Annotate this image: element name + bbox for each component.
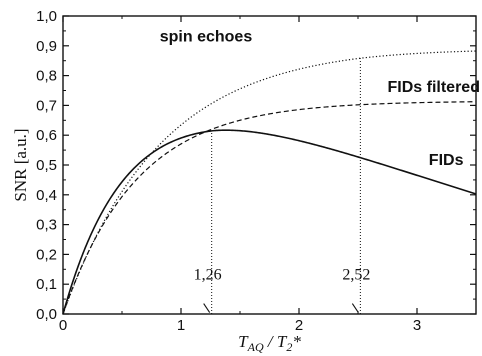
series-label-echo: spin echoes	[160, 28, 253, 45]
annotation-label: 1,26	[194, 267, 222, 284]
y-tick-label: 1,0	[36, 8, 57, 25]
y-tick-label: 0,4	[36, 187, 57, 204]
y-tick-label: 0,1	[36, 276, 57, 293]
y-axis-title: SNR [a.u.]	[11, 128, 30, 201]
x-tick-label: 0	[59, 317, 67, 334]
guide-lines	[203, 58, 361, 314]
annotation-pointer	[203, 303, 211, 313]
y-tick-label: 0,7	[36, 97, 57, 114]
y-tick-label: 0,6	[36, 127, 57, 144]
y-tick-label: 0,0	[36, 306, 57, 323]
x-axis-title: TAQ / T2*	[238, 332, 301, 354]
curves	[62, 50, 477, 315]
axes: 0,0 0,1 0,2 0,3 0,4 0,5 0,6 0,7 0,8 0,9 1,0 0 1 2 3	[36, 8, 477, 334]
x-tick-label: 2	[295, 317, 303, 334]
y-tick-label: 0,5	[36, 157, 57, 174]
plot-frame	[62, 15, 477, 315]
y-tick-label: 0,3	[36, 217, 57, 234]
series-line-fid	[62, 129, 477, 315]
series-line-filtered	[62, 101, 477, 315]
annotation-pointer	[351, 303, 359, 313]
series-label-fid: FIDs	[429, 152, 464, 169]
series-label-filtered: FIDs filtered	[388, 79, 480, 96]
annotation-label: 2,52	[342, 267, 370, 284]
y-tick-label: 0,9	[36, 38, 57, 55]
y-tick-label: 0,8	[36, 68, 57, 85]
labels: SNR [a.u.] TAQ / T2* 1,26 2,52 spin echoes FI…	[11, 28, 480, 354]
series-line-echo	[62, 50, 477, 315]
x-tick-label: 1	[177, 317, 185, 334]
x-tick-label: 3	[413, 317, 421, 334]
y-tick-label: 0,2	[36, 246, 57, 263]
